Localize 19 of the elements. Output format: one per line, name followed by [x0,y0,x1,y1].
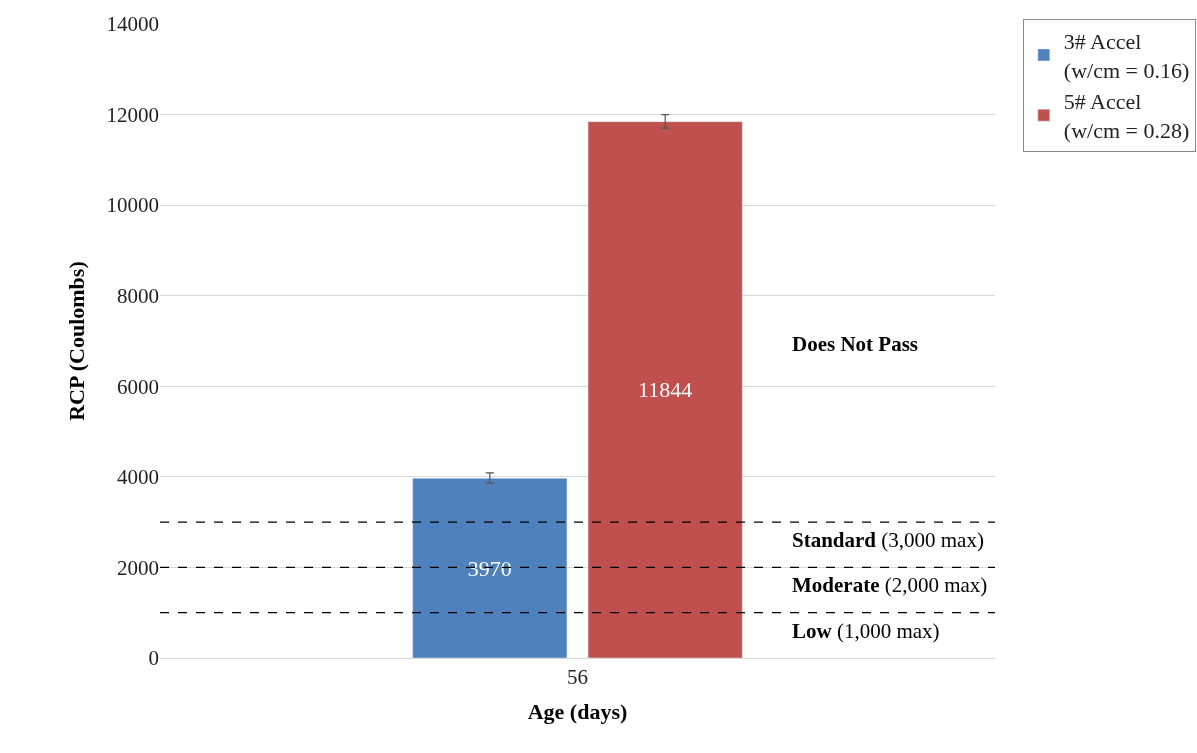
y-tick-label: 0 [148,646,159,671]
ref-line-label: Moderate (2,000 max) [792,573,988,597]
y-tick-label: 6000 [117,374,159,399]
data-label: 3970 [467,555,512,581]
y-tick-label: 14000 [106,12,159,37]
ref-line-label: Standard (3,000 max) [792,528,984,552]
y-tick-label: 10000 [106,193,159,218]
annotation: Does Not Pass [792,332,918,356]
y-tick-label: 8000 [117,284,159,309]
y-tick-label: 4000 [117,465,159,490]
y-axis-title: RCP (Coulombs) [64,261,90,421]
x-axis-title: Age (days) [527,699,628,725]
x-tick-label: 56 [567,665,588,690]
ref-line-label: Low (1,000 max) [792,619,940,643]
legend-label: 3# Accel (w/cm = 0.16) [1063,29,1190,83]
y-tick-label: 2000 [117,555,159,580]
data-label: 11844 [638,377,693,403]
legend-label: 5# Accel (w/cm = 0.28) [1063,89,1190,144]
y-tick-label: 12000 [106,102,159,127]
